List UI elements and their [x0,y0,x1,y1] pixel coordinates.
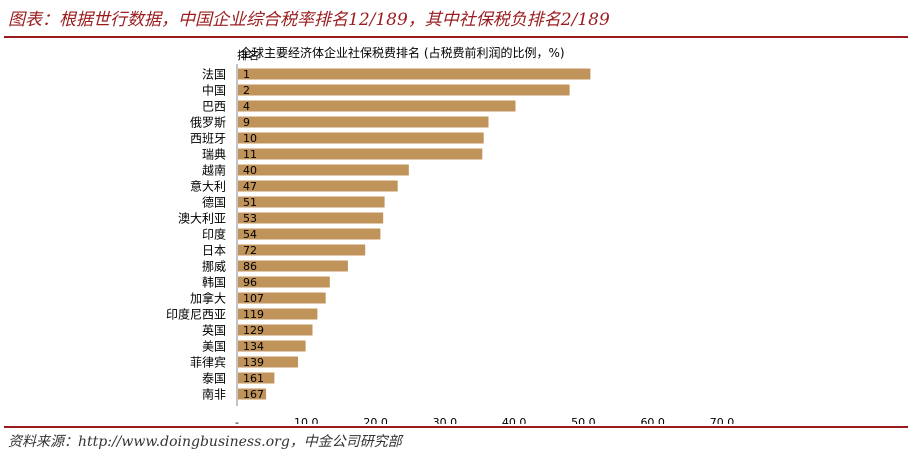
bar [238,276,330,288]
figure-source: 资料来源：http://www.doingbusiness.org，中金公司研究… [8,434,402,450]
category-label: 英国 [202,324,226,338]
rank-label: 53 [243,212,257,225]
rank-label: 9 [243,116,250,129]
rank-label: 2 [243,84,250,97]
bar [238,340,306,352]
source-divider [4,426,908,428]
bar [238,372,275,384]
x-tick-label: 20.0 [363,416,388,424]
category-label: 菲律宾 [190,355,226,370]
rank-header: 排名 [237,48,259,62]
bar [238,292,326,304]
chart-container: 全球主要经济体企业社保税费排名 (占税费前利润的比例，%) 排名 法国 中国巴西俄… [0,40,912,424]
rank-label: 4 [243,100,250,113]
x-axis-ticks: - 10.0 20.0 30.0 40.0 50.0 60.0 70.0 [235,416,734,424]
x-tick-label: 50.0 [571,416,596,424]
rank-label: 134 [243,340,264,353]
rank-label: 72 [243,244,257,257]
bar [238,116,489,128]
rank-label: 1 [243,68,250,81]
bar [238,196,385,208]
rank-label: 54 [243,228,257,241]
category-label: 泰国 [202,372,226,386]
category-label: 南非 [202,387,226,402]
bar-chart: 全球主要经济体企业社保税费排名 (占税费前利润的比例，%) 排名 法国中国巴西俄… [166,45,734,424]
category-label: 俄罗斯 [190,116,226,130]
chart-title: 全球主要经济体企业社保税费排名 (占税费前利润的比例，%) [240,45,565,60]
rank-label: 11 [243,148,257,161]
category-label: 中国 [202,83,226,98]
rank-label: 161 [243,372,264,385]
bar [238,212,384,224]
x-tick-label: - [235,416,239,424]
rank-label: 129 [243,324,264,337]
rank-label: 47 [243,180,257,193]
category-label: 越南 [202,163,226,178]
category-label: 澳大利亚 [178,212,226,226]
rank-label: 139 [243,356,264,369]
category-label: 瑞典 [202,148,226,162]
figure-title: 图表：根据世行数据，中国企业综合税率排名12/189，其中社保税负排名2/189 [8,10,610,30]
bar [238,260,348,272]
bar [238,324,313,336]
category-label: 韩国 [202,275,226,290]
rank-label: 119 [243,308,264,321]
rank-label: 96 [243,276,257,289]
bar [238,68,591,80]
x-tick-label: 30.0 [433,416,458,424]
category-label: 挪威 [202,260,226,274]
bar [238,100,516,112]
category-label: 巴西 [202,100,226,114]
rank-label: 107 [243,292,264,305]
category-label: 加拿大 [190,291,226,306]
bar [238,228,381,240]
rank-label: 51 [243,196,257,209]
bar [238,148,483,160]
category-label: 法国 [202,68,226,82]
bar [238,356,298,368]
rank-label: 10 [243,132,257,145]
rank-labels: 1 2 4 9 10 11 40 47 51 53 54 72 86 96 107 119 129 134 139 1… [243,68,264,401]
bars-group [238,68,591,400]
title-divider [4,36,908,38]
bar [238,84,570,96]
category-label: 印度尼西亚 [166,307,226,322]
bar [238,164,409,176]
category-label: 印度 [202,227,226,242]
bar [238,388,267,400]
category-labels: 法国中国巴西俄罗斯西班牙瑞典越南意大利德国澳大利亚印度日本挪威韩国加拿大印度尼西… [166,68,226,402]
category-label: 日本 [202,244,226,258]
bar [238,180,398,192]
rank-label: 86 [243,260,257,273]
bar [238,244,366,256]
category-label: 德国 [202,195,226,210]
category-label: 美国 [202,340,226,354]
x-tick-label: 40.0 [502,416,527,424]
category-label: 意大利 [190,179,226,194]
x-tick-label: 10.0 [294,416,319,424]
category-label: 西班牙 [190,132,226,146]
rank-label: 167 [243,388,264,401]
bar [238,132,484,144]
rank-label: 40 [243,164,257,177]
x-tick-label: 60.0 [640,416,665,424]
x-tick-label: 70.0 [710,416,735,424]
bar [238,308,318,320]
